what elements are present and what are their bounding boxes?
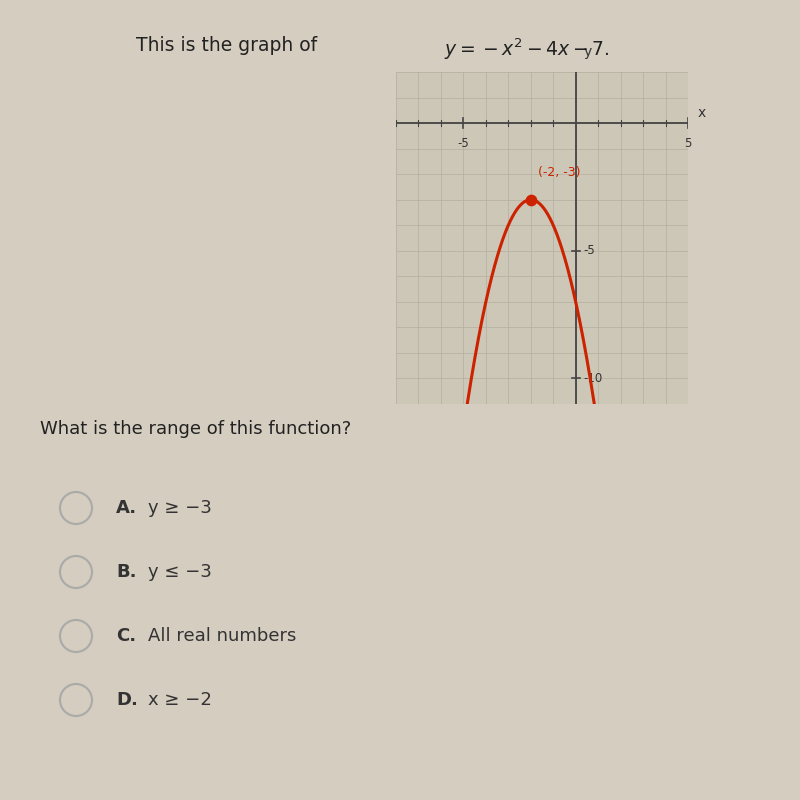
- Text: $y = -x^2 - 4x - 7.$: $y = -x^2 - 4x - 7.$: [444, 36, 610, 62]
- Text: -5: -5: [583, 244, 595, 258]
- Text: What is the range of this function?: What is the range of this function?: [40, 420, 351, 438]
- Point: [524, 194, 537, 206]
- Text: C.: C.: [116, 627, 136, 645]
- Text: -10: -10: [583, 372, 603, 385]
- Text: A.: A.: [116, 499, 137, 517]
- Text: x ≥ −2: x ≥ −2: [148, 691, 212, 709]
- Text: All real numbers: All real numbers: [148, 627, 296, 645]
- Text: (-2, -3): (-2, -3): [538, 166, 580, 179]
- Text: -5: -5: [458, 137, 470, 150]
- Text: 5: 5: [684, 137, 692, 150]
- Text: y: y: [583, 45, 592, 58]
- Text: y ≤ −3: y ≤ −3: [148, 563, 212, 581]
- Text: B.: B.: [116, 563, 137, 581]
- Text: This is the graph of: This is the graph of: [136, 36, 323, 55]
- Text: x: x: [698, 106, 706, 120]
- Text: y ≥ −3: y ≥ −3: [148, 499, 212, 517]
- Text: D.: D.: [116, 691, 138, 709]
